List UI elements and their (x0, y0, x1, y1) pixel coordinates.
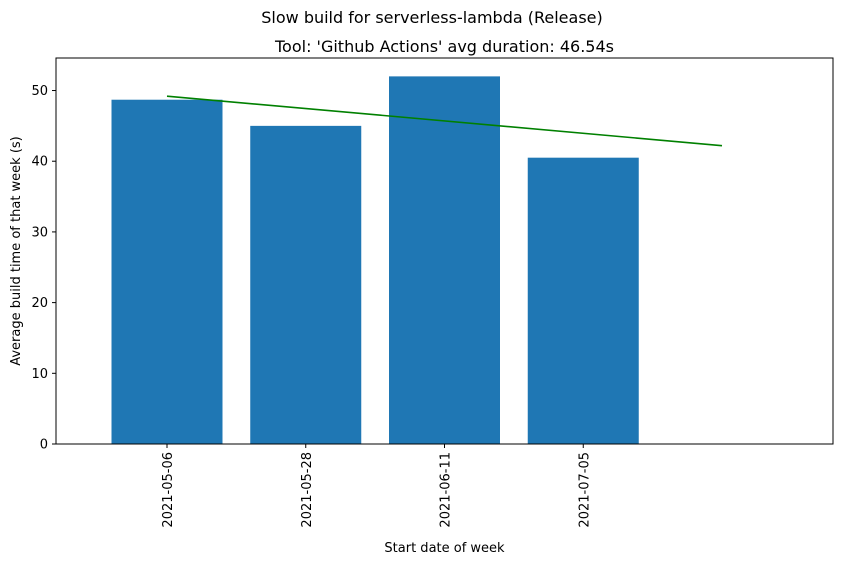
y-axis-ticks: 0 10 20 30 40 50 (31, 84, 56, 453)
y-tick-label: 10 (31, 367, 48, 382)
bar-2021-06-11 (389, 76, 500, 444)
trend-group (166, 95, 723, 147)
x-axis-ticks: 2021-05-06 2021-05-28 2021-06-11 2021-07-05 (161, 444, 592, 528)
chart-suptitle: Slow build for serverless-lambda (Releas… (261, 8, 603, 27)
bar-2021-07-05 (527, 157, 639, 444)
chart-title: Tool: 'Github Actions' avg duration: 46.… (274, 37, 614, 56)
y-axis-label: Average build time of that week (s) (9, 136, 24, 366)
y-tick-label: 20 (31, 296, 48, 311)
y-tick-label: 50 (31, 84, 48, 99)
x-tick-label: 2021-05-28 (300, 452, 315, 528)
y-tick-label: 40 (31, 155, 48, 170)
x-tick-label: 2021-06-11 (439, 452, 454, 528)
y-tick-label: 30 (31, 225, 48, 240)
x-tick-label: 2021-05-06 (161, 452, 176, 528)
bar-2021-05-28 (250, 125, 362, 444)
bar-2021-05-06 (111, 99, 223, 444)
bars-group (111, 76, 639, 444)
x-tick-label: 2021-07-05 (577, 452, 592, 528)
x-axis-label: Start date of week (384, 541, 505, 556)
trend-line (166, 95, 723, 147)
y-tick-label: 0 (40, 438, 48, 453)
